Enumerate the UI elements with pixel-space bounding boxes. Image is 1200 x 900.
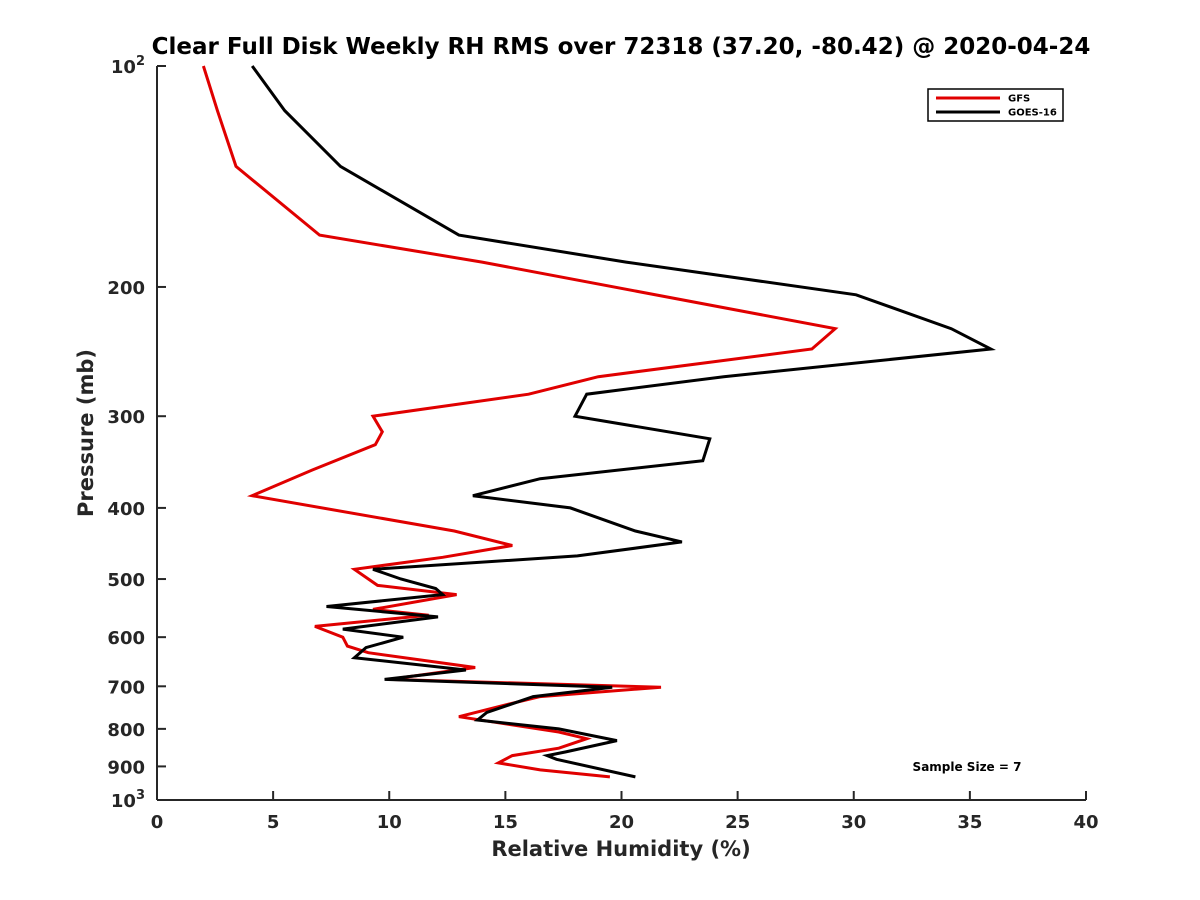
x-tick-label: 10 xyxy=(377,812,402,833)
series-line-goes-16 xyxy=(250,65,996,779)
legend-label: GFS xyxy=(1008,94,1030,105)
y-tick-label: 800 xyxy=(107,720,145,741)
x-tick-label: 25 xyxy=(725,812,750,833)
series-line-gfs xyxy=(201,65,839,779)
legend-label: GOES-16 xyxy=(1008,108,1057,119)
y-tick-label: 900 xyxy=(107,757,145,778)
y-tick-label: 700 xyxy=(107,677,145,698)
y-tick-label: 400 xyxy=(107,499,145,520)
y-tick-label: 200 xyxy=(107,278,145,299)
y-tick-label: 300 xyxy=(107,407,145,428)
sample-size-annotation: Sample Size = 7 xyxy=(913,760,1022,774)
chart-title: Clear Full Disk Weekly RH RMS over 72318… xyxy=(152,34,1091,60)
x-tick-label: 40 xyxy=(1073,812,1098,833)
x-tick-label: 30 xyxy=(841,812,866,833)
plot-area: 0 5 10 15 20 25 30 35 40102200300400500600700800… xyxy=(107,54,1098,833)
x-tick-label: 0 xyxy=(151,812,164,833)
x-tick-label: 5 xyxy=(267,812,280,833)
x-tick-label: 20 xyxy=(609,812,634,833)
x-tick-label: 15 xyxy=(493,812,518,833)
y-tick-label: 600 xyxy=(107,628,145,649)
x-axis-label: Relative Humidity (%) xyxy=(491,837,750,861)
x-tick-label: 35 xyxy=(957,812,982,833)
legend-box xyxy=(927,88,1064,122)
y-tick-label: 500 xyxy=(107,570,145,591)
legend: GFS GOES-16 xyxy=(927,88,1064,122)
y-axis-label: Pressure (mb) xyxy=(74,349,98,517)
